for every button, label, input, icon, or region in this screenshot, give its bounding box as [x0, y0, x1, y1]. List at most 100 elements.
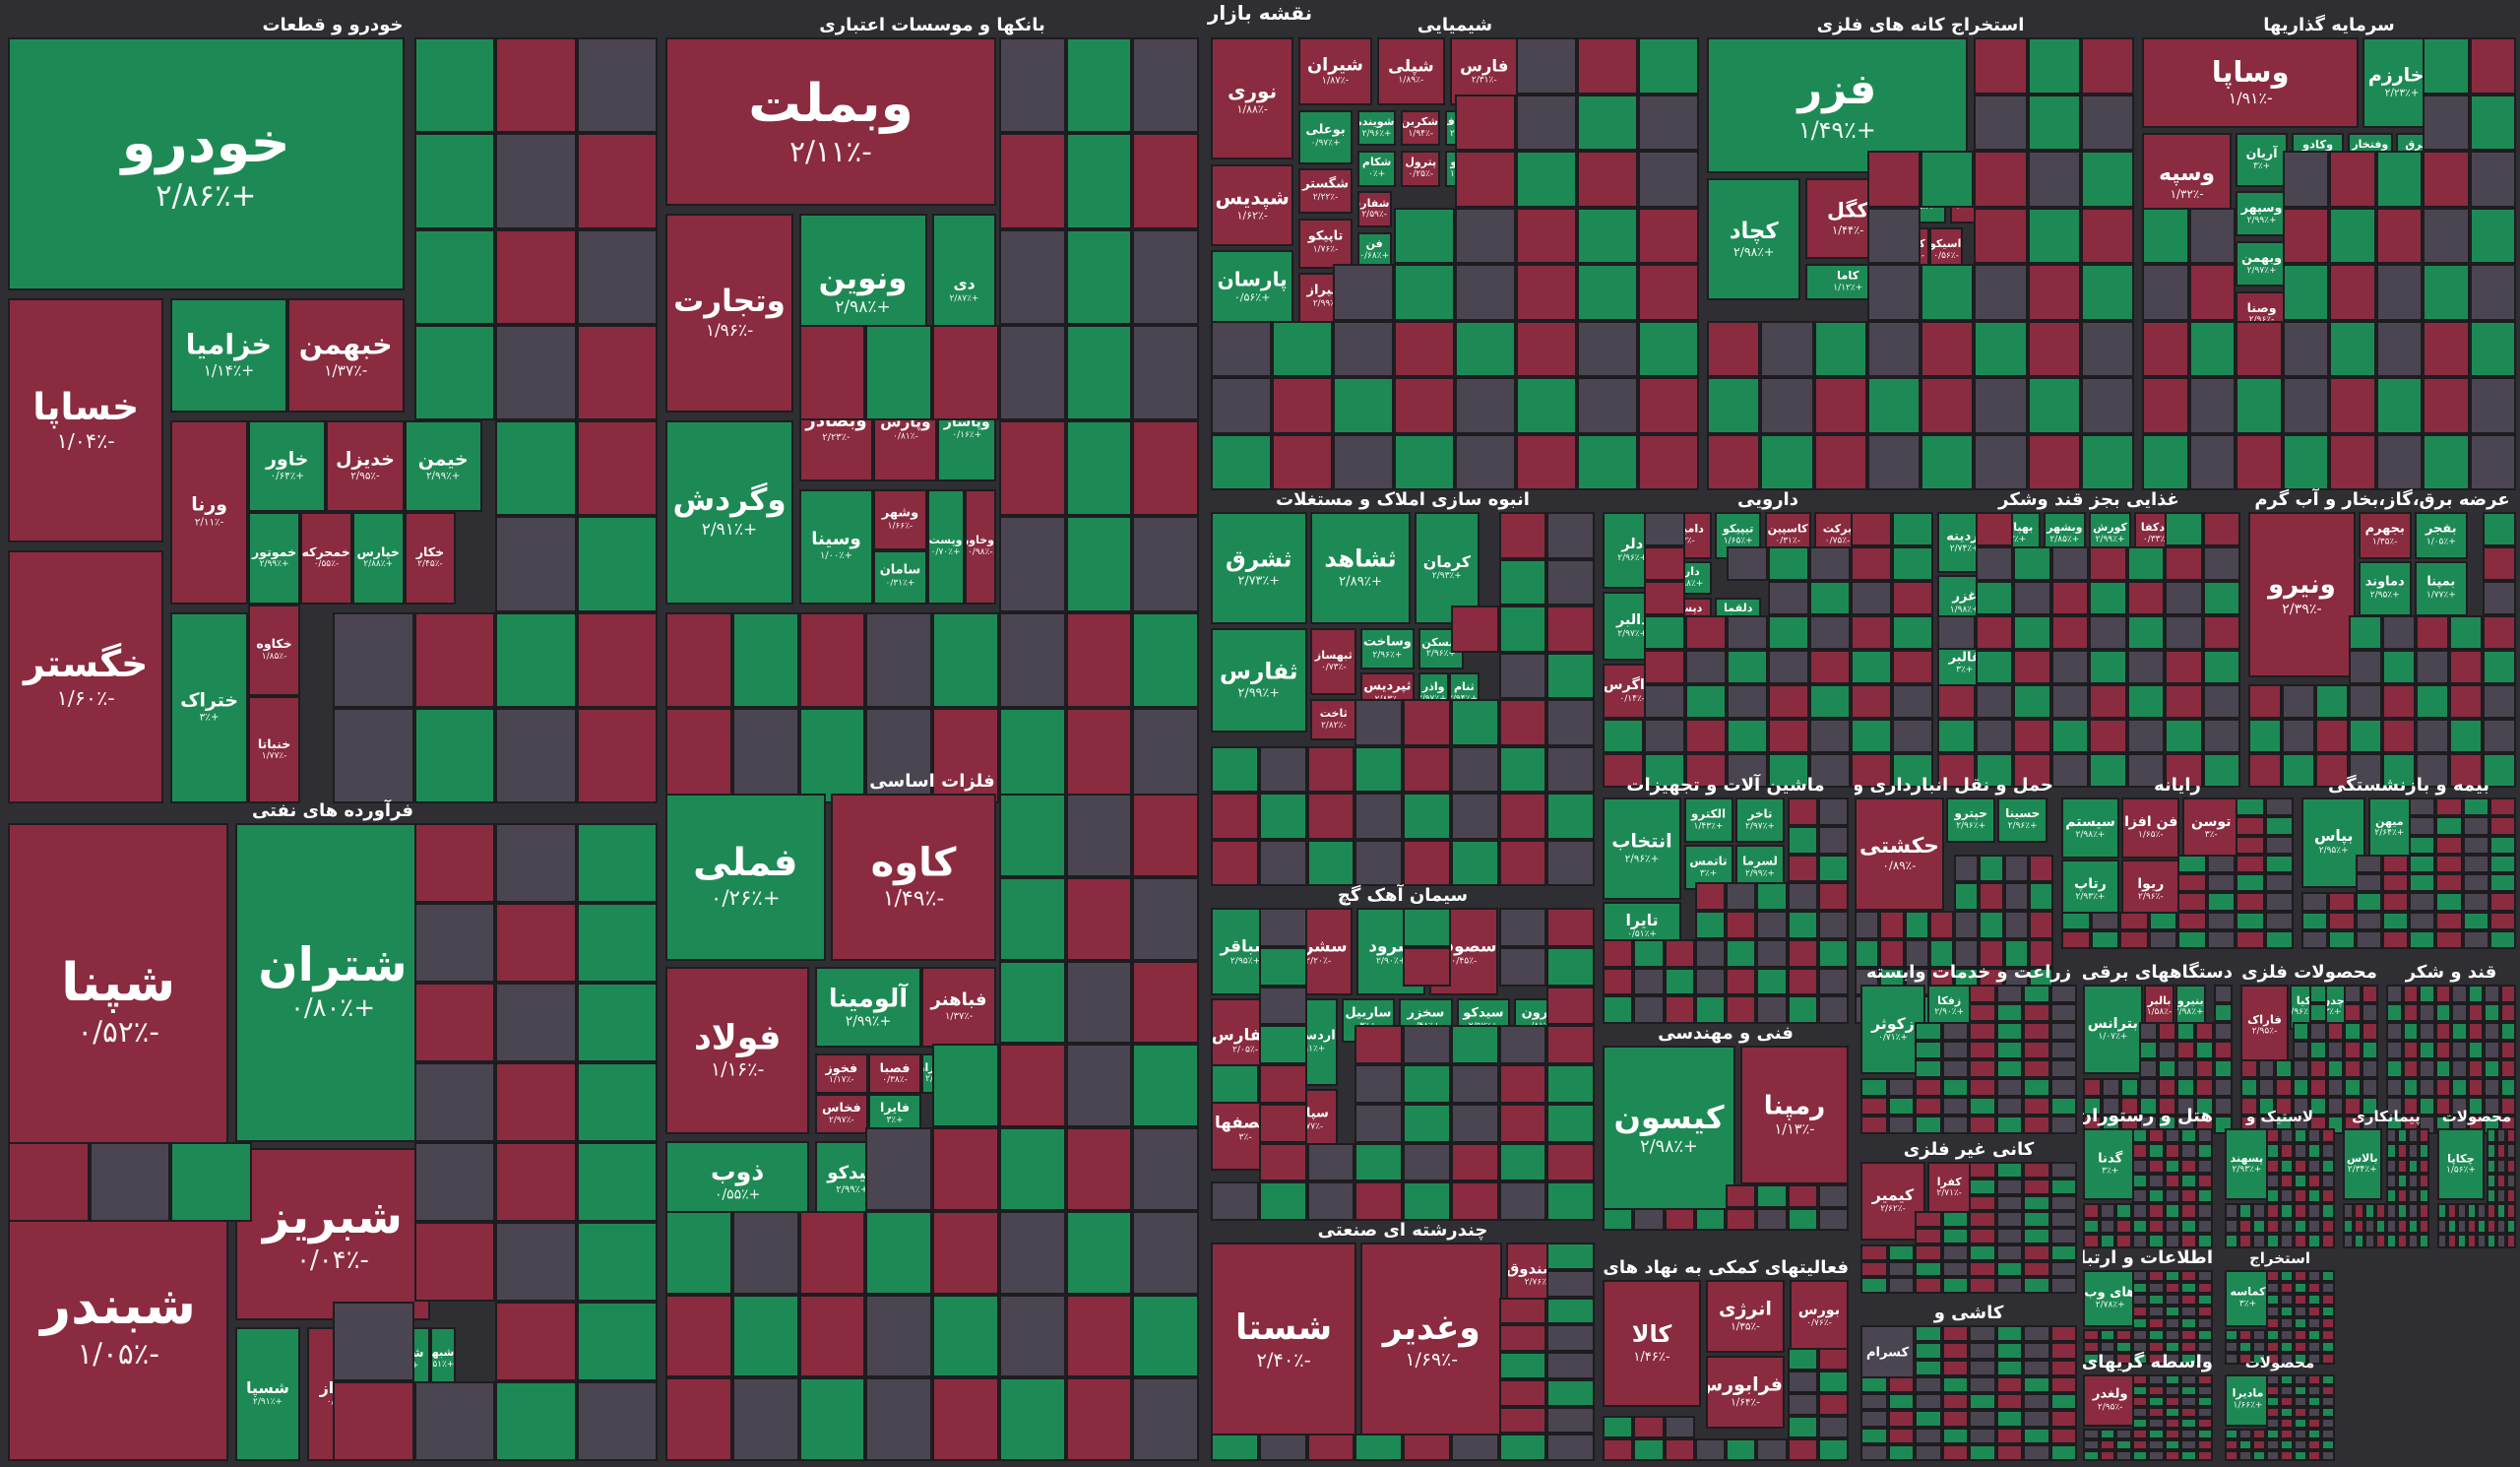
minor-stock-tile[interactable] [1450, 793, 1499, 840]
minor-stock-tile[interactable] [1969, 1244, 1996, 1261]
minor-stock-tile[interactable] [413, 37, 495, 134]
minor-stock-tile[interactable] [2238, 1341, 2252, 1353]
minor-stock-tile[interactable] [2467, 985, 2484, 1003]
stock-tile[interactable]: فاراک -۲/۹۵٪ [2240, 985, 2289, 1067]
minor-stock-tile[interactable] [2467, 1233, 2477, 1248]
minor-stock-tile[interactable] [1685, 719, 1727, 753]
minor-stock-tile[interactable] [2164, 1218, 2180, 1234]
minor-stock-tile[interactable] [1644, 581, 1685, 615]
minor-stock-tile[interactable] [2196, 1270, 2213, 1282]
minor-stock-tile[interactable] [2148, 1306, 2165, 1317]
minor-stock-tile[interactable] [2164, 1418, 2180, 1429]
minor-stock-tile[interactable] [2321, 1143, 2335, 1159]
minor-stock-tile[interactable] [1065, 1377, 1133, 1461]
minor-stock-tile[interactable] [1787, 1393, 1818, 1416]
minor-stock-tile[interactable] [1969, 1443, 1996, 1461]
minor-stock-tile[interactable] [2386, 1128, 2397, 1144]
minor-stock-tile[interactable] [998, 1210, 1066, 1295]
minor-stock-tile[interactable] [2435, 835, 2463, 855]
stock-tile[interactable]: حکشتی -۰/۸۹٪ [1855, 797, 1944, 911]
minor-stock-tile[interactable] [2188, 433, 2236, 490]
minor-stock-tile[interactable] [865, 1127, 932, 1211]
minor-stock-tile[interactable] [1851, 581, 1892, 615]
minor-stock-tile[interactable] [2164, 1128, 2180, 1144]
minor-stock-tile[interactable] [2307, 1396, 2321, 1407]
minor-stock-tile[interactable] [2266, 1203, 2280, 1219]
minor-stock-tile[interactable] [1887, 1375, 1915, 1393]
minor-stock-tile[interactable] [2225, 1341, 2238, 1353]
minor-stock-tile[interactable] [2280, 1203, 2294, 1219]
minor-stock-tile[interactable] [2049, 1194, 2077, 1212]
stock-tile[interactable]: بورس -۰/۷۶٪ [1790, 1280, 1849, 1353]
minor-stock-tile[interactable] [2266, 1128, 2280, 1144]
minor-stock-tile[interactable] [2349, 650, 2382, 684]
stock-tile[interactable]: کاوه -۱/۴۹٪ [831, 794, 997, 961]
minor-stock-tile[interactable] [1132, 794, 1199, 877]
minor-stock-tile[interactable] [2307, 1233, 2321, 1248]
minor-stock-tile[interactable] [2307, 1173, 2321, 1188]
minor-stock-tile[interactable] [2321, 1270, 2335, 1282]
minor-stock-tile[interactable] [2294, 1233, 2307, 1248]
minor-stock-tile[interactable] [2214, 1097, 2233, 1116]
minor-stock-tile[interactable] [2409, 854, 2436, 873]
minor-stock-tile[interactable] [2196, 1306, 2213, 1317]
minor-stock-tile[interactable] [1498, 512, 1547, 559]
minor-stock-tile[interactable] [1603, 1416, 1634, 1438]
minor-stock-tile[interactable] [2023, 1443, 2050, 1461]
minor-stock-tile[interactable] [2049, 1178, 2077, 1195]
minor-stock-tile[interactable] [865, 1294, 932, 1378]
minor-stock-tile[interactable] [2349, 684, 2382, 719]
minor-stock-tile[interactable] [2177, 873, 2207, 893]
minor-stock-tile[interactable] [1817, 967, 1849, 996]
stock-tile[interactable]: خزامیا +۱/۱۴٪ [170, 297, 287, 414]
minor-stock-tile[interactable] [2280, 1233, 2294, 1248]
minor-stock-tile[interactable] [1817, 1348, 1849, 1371]
minor-stock-tile[interactable] [2196, 1341, 2213, 1353]
minor-stock-tile[interactable] [1892, 719, 1933, 753]
minor-stock-tile[interactable] [2282, 753, 2315, 788]
minor-stock-tile[interactable] [1787, 967, 1818, 996]
minor-stock-tile[interactable] [2115, 1341, 2132, 1353]
stock-tile[interactable]: بوعلی +۰/۹۷٪ [1298, 109, 1353, 164]
minor-stock-tile[interactable] [1879, 938, 1905, 968]
minor-stock-tile[interactable] [1450, 1103, 1499, 1143]
minor-stock-tile[interactable] [2307, 1429, 2321, 1439]
minor-stock-tile[interactable] [1974, 207, 2028, 264]
minor-stock-tile[interactable] [2013, 581, 2051, 615]
stock-tile[interactable]: وبملت -۲/۱۱٪ [665, 37, 997, 207]
minor-stock-tile[interactable] [2292, 1041, 2309, 1059]
minor-stock-tile[interactable] [1354, 1142, 1403, 1182]
minor-stock-tile[interactable] [2099, 1353, 2115, 1365]
minor-stock-tile[interactable] [1516, 264, 1577, 321]
minor-stock-tile[interactable] [2488, 797, 2516, 817]
minor-stock-tile[interactable] [1707, 320, 1761, 377]
minor-stock-tile[interactable] [2419, 1203, 2429, 1219]
minor-stock-tile[interactable] [1694, 882, 1726, 911]
minor-stock-tile[interactable] [2435, 854, 2463, 873]
minor-stock-tile[interactable] [2177, 854, 2207, 873]
minor-stock-tile[interactable] [2484, 985, 2500, 1003]
minor-stock-tile[interactable] [1756, 882, 1788, 911]
stock-tile[interactable]: شفارس-۲/۵۹٪ [1356, 191, 1392, 228]
minor-stock-tile[interactable] [2164, 1450, 2180, 1461]
minor-stock-tile[interactable] [2050, 615, 2089, 650]
minor-stock-tile[interactable] [1450, 1025, 1499, 1064]
minor-stock-tile[interactable] [1546, 1378, 1595, 1407]
minor-stock-tile[interactable] [1979, 911, 2004, 939]
minor-stock-tile[interactable] [2266, 1429, 2280, 1439]
minor-stock-tile[interactable] [1887, 1260, 1915, 1278]
minor-stock-tile[interactable] [2419, 1097, 2435, 1116]
minor-stock-tile[interactable] [1546, 606, 1595, 653]
minor-stock-tile[interactable] [2148, 1158, 2165, 1174]
minor-stock-tile[interactable] [2280, 1128, 2294, 1144]
stock-tile[interactable]: کالا -۱/۴۶٪ [1603, 1280, 1701, 1407]
minor-stock-tile[interactable] [1860, 1097, 1888, 1116]
minor-stock-tile[interactable] [2165, 615, 2203, 650]
minor-stock-tile[interactable] [1851, 512, 1892, 546]
minor-stock-tile[interactable] [2307, 1385, 2321, 1396]
minor-stock-tile[interactable] [2435, 892, 2463, 912]
minor-stock-tile[interactable] [2023, 1260, 2050, 1278]
minor-stock-tile[interactable] [1787, 825, 1818, 855]
minor-stock-tile[interactable] [2321, 1188, 2335, 1204]
minor-stock-tile[interactable] [1787, 854, 1818, 883]
